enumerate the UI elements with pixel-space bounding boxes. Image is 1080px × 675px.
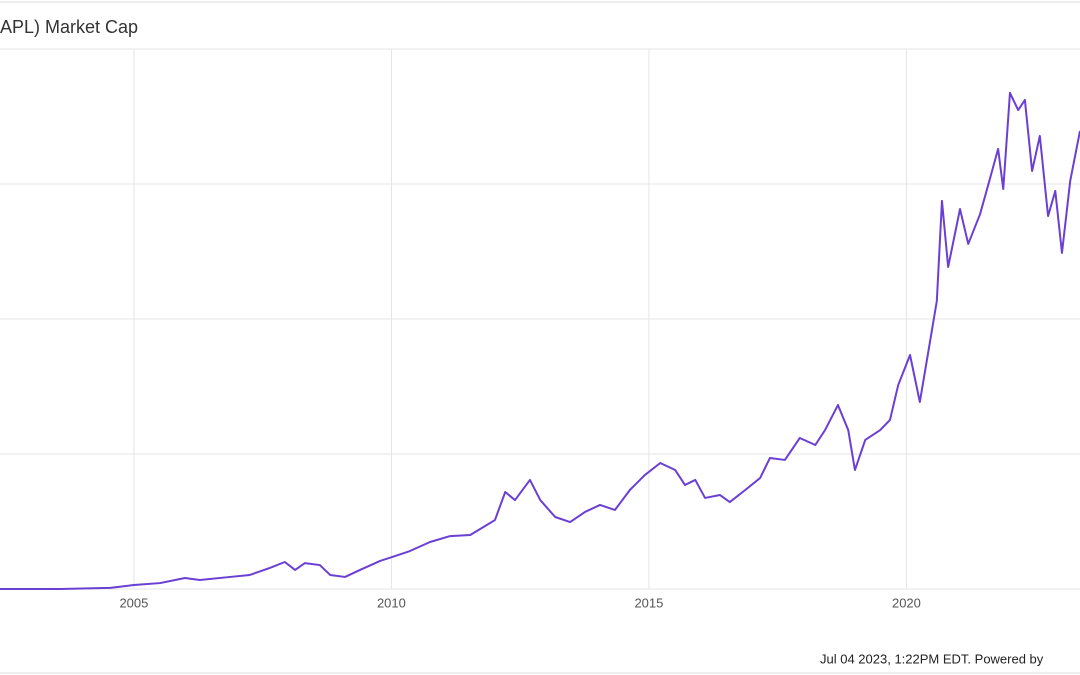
series-line <box>0 91 1080 590</box>
x-tick-label: 2020 <box>892 595 921 610</box>
grid <box>0 48 1080 590</box>
plot: 2005 2010 2015 2020 <box>0 91 1080 610</box>
footer: Jul 04 2023, 1:22PM EDT. Powered by <box>820 651 1044 666</box>
x-tick-label: 2010 <box>377 595 406 610</box>
x-tick-label: 2015 <box>634 595 663 610</box>
x-tick-label: 2005 <box>119 595 148 610</box>
chart-title: APL) Market Cap <box>0 17 138 37</box>
